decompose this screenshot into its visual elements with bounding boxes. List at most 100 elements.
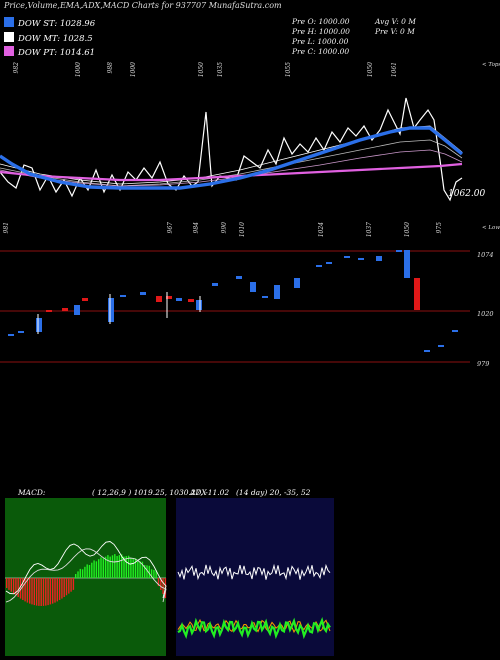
macd-bar-54 — [130, 558, 132, 578]
macd-bar-31 — [77, 571, 79, 578]
macd-bar-57 — [137, 561, 139, 578]
candle-16 — [236, 276, 242, 279]
macd-bar-24 — [61, 578, 63, 599]
candle-4 — [62, 308, 68, 311]
candle-6 — [82, 298, 88, 301]
macd-bar-55 — [132, 558, 134, 578]
macd-bar-60 — [144, 565, 146, 578]
macd-bar-64 — [153, 569, 155, 578]
macd-bar-18 — [47, 578, 49, 606]
top-label-5: 1035 — [217, 62, 224, 77]
bottom-label-6: 1037 — [366, 222, 373, 237]
candle-30 — [438, 345, 444, 347]
macd-bar-1 — [8, 578, 10, 590]
macd-bar-67 — [160, 578, 162, 590]
prev-open: Pre O: 1000.00 — [292, 17, 350, 26]
macd-bar-22 — [56, 578, 58, 602]
legend-pt-swatch — [4, 46, 14, 56]
macd-bar-45 — [109, 556, 111, 578]
macd-bar-7 — [22, 578, 24, 600]
bottom-label-0: 981 — [3, 222, 10, 233]
macd-bar-62 — [148, 565, 150, 578]
macd-bar-0 — [6, 578, 8, 588]
macd-bar-8 — [24, 578, 26, 602]
macd-bar-11 — [31, 578, 33, 605]
macd-bar-58 — [139, 561, 141, 578]
macd-bar-49 — [118, 555, 121, 578]
adx-params: (14 day) 20, -35, 52 — [236, 488, 311, 497]
top-label-2: 988 — [107, 62, 114, 74]
top-label-8: 1061 — [391, 62, 398, 77]
candle-2 — [36, 318, 42, 332]
bottom-label-3: 990 — [221, 222, 228, 234]
candle-27 — [404, 250, 410, 278]
macd-bar-56 — [134, 558, 137, 578]
candle-14 — [196, 300, 202, 310]
macd-bar-34 — [84, 566, 86, 578]
macd-bar-28 — [70, 578, 72, 592]
macd-bar-13 — [35, 578, 38, 606]
adx-label: ADX — [190, 488, 207, 497]
candle-23 — [344, 256, 350, 258]
macd-bar-39 — [95, 561, 98, 578]
chart-title: Price,Volume,EMA,ADX,MACD Charts for 937… — [4, 1, 282, 10]
candle-8 — [120, 295, 126, 297]
adx-minus-di-line — [177, 618, 331, 634]
macd-bar-38 — [93, 560, 95, 578]
macd-bar-19 — [49, 578, 52, 605]
candle-19 — [274, 285, 280, 299]
adx-plus-di-line — [177, 617, 331, 640]
macd-bar-53 — [127, 555, 130, 578]
prev-high: Pre H: 1000.00 — [292, 27, 350, 36]
candle-31 — [452, 330, 458, 332]
legend-mt: DOW MT: 1028.5 — [4, 32, 93, 44]
macd-label: MACD: — [18, 488, 46, 497]
macd-bar-40 — [98, 559, 100, 578]
macd-bar-15 — [40, 578, 42, 606]
top-label-6: 1055 — [285, 62, 292, 77]
top-label-3: 1000 — [130, 62, 137, 77]
candle-1 — [18, 331, 24, 333]
top-label-1: 1000 — [75, 62, 82, 77]
macd-bar-23 — [58, 578, 61, 600]
macd-bar-59 — [141, 561, 144, 578]
candle-28 — [414, 278, 420, 310]
macd-bar-26 — [65, 578, 68, 596]
macd-signal-line — [5, 548, 167, 603]
prev-low: Pre L: 1000.00 — [292, 37, 349, 46]
dow-pt-line — [0, 162, 463, 182]
macd-bar-3 — [12, 578, 15, 594]
macd-bar-44 — [107, 555, 109, 578]
legend-st: DOW ST: 1028.96 — [4, 17, 95, 29]
top-label-0: 982 — [13, 62, 20, 74]
macd-bar-12 — [33, 578, 35, 606]
macd-bar-25 — [63, 578, 65, 597]
macd-bar-16 — [42, 578, 45, 606]
candle-21 — [316, 265, 322, 267]
macd-bar-10 — [29, 578, 31, 604]
macd-bar-30 — [75, 574, 77, 578]
bottom-label-2: 984 — [193, 222, 200, 234]
legend-st-swatch — [4, 17, 14, 27]
ema-line-2 — [0, 139, 463, 187]
macd-bar-68 — [162, 578, 164, 594]
macd-bar-32 — [79, 568, 81, 578]
dow-st-line — [0, 126, 464, 190]
candle-20 — [294, 278, 300, 288]
bottom-label-5: 1024 — [318, 222, 325, 237]
legend-pt-label: DOW PT: 1014.61 — [18, 48, 96, 58]
macd-bar-35 — [86, 564, 88, 578]
macd-bar-63 — [150, 569, 153, 578]
macd-bar-65 — [155, 570, 157, 578]
tops-marker: < Tops — [482, 62, 500, 68]
level-label-top: 1074 — [477, 251, 494, 259]
candle-5 — [74, 305, 80, 315]
macd-bar-33 — [81, 569, 84, 578]
macd-bar-21 — [54, 578, 56, 603]
bottom-label-8: 975 — [436, 222, 443, 234]
candle-10 — [156, 296, 162, 302]
bottom-label-1: 967 — [167, 222, 174, 234]
lows-marker: < Lows — [482, 225, 500, 231]
bottom-label-4: 1010 — [239, 222, 246, 237]
candle-7 — [108, 298, 114, 322]
